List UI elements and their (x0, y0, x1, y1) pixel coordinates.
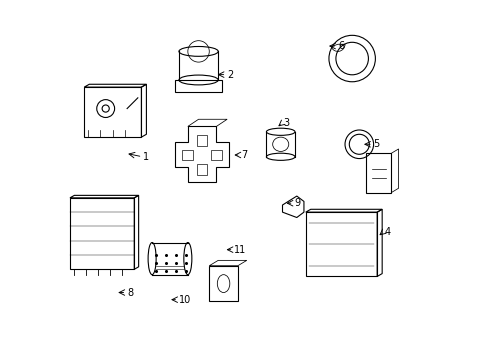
Text: 5: 5 (373, 139, 380, 149)
Text: 10: 10 (179, 295, 191, 305)
Text: 11: 11 (234, 245, 246, 255)
Text: 9: 9 (294, 198, 300, 208)
Text: 7: 7 (242, 150, 247, 160)
Text: 3: 3 (283, 118, 290, 128)
Text: 2: 2 (227, 69, 233, 80)
Text: 6: 6 (338, 41, 344, 51)
Text: 4: 4 (384, 227, 391, 237)
Text: 8: 8 (127, 288, 133, 297)
Text: 1: 1 (143, 152, 149, 162)
